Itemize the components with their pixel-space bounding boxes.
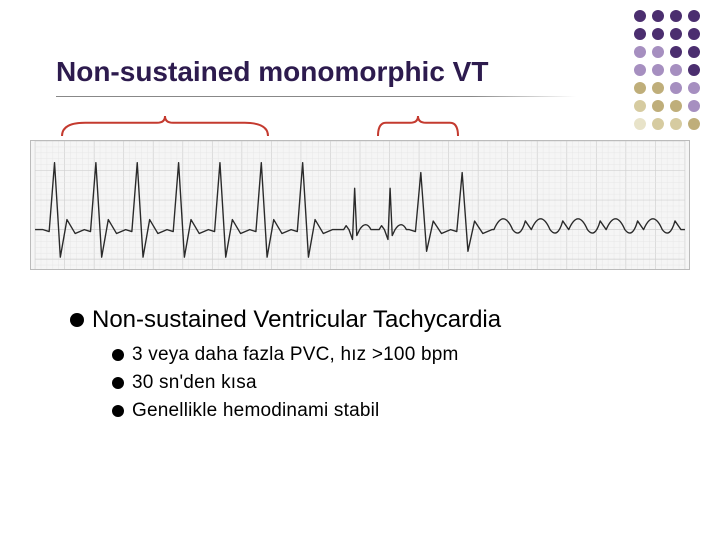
sub-bullet: Genellikle hemodinami stabil [112,400,459,422]
slide-title: Non-sustained monomorphic VT [56,56,488,88]
sub-bullet: 3 veya daha fazla PVC, hız >100 bpm [112,344,459,366]
dot-icon [688,118,700,130]
dot-icon [652,46,664,58]
dot-icon [634,64,646,76]
bracket-annotation-2 [376,114,460,140]
sub-bullet-list: 3 veya daha fazla PVC, hız >100 bpm 30 sn… [112,344,459,428]
sub-bullet-label: Genellikle hemodinami stabil [132,400,379,422]
dot-icon [652,10,664,22]
dot-icon [652,118,664,130]
bracket-annotation-1 [60,114,270,140]
dot-icon [652,28,664,40]
dot-icon [688,82,700,94]
decorative-dot-grid [634,10,702,132]
dot-icon [670,100,682,112]
bullet-icon [112,349,124,361]
sub-bullet-label: 3 veya daha fazla PVC, hız >100 bpm [132,344,459,366]
dot-icon [634,100,646,112]
dot-icon [670,64,682,76]
dot-icon [688,28,700,40]
title-underline [56,96,576,97]
dot-icon [634,28,646,40]
dot-icon [670,10,682,22]
sub-bullet: 30 sn'den kısa [112,372,459,394]
dot-icon [634,82,646,94]
dot-icon [670,118,682,130]
dot-icon [688,64,700,76]
dot-icon [634,10,646,22]
dot-icon [688,46,700,58]
ecg-strip [30,140,690,270]
main-bullet: Non-sustained Ventricular Tachycardia [70,306,501,334]
bullet-icon [112,405,124,417]
dot-icon [634,118,646,130]
dot-icon [688,10,700,22]
dot-icon [688,100,700,112]
dot-icon [670,28,682,40]
ecg-trace [31,141,689,269]
main-bullet-label: Non-sustained Ventricular Tachycardia [92,306,501,334]
dot-icon [670,82,682,94]
dot-icon [634,46,646,58]
sub-bullet-label: 30 sn'den kısa [132,372,257,394]
dot-icon [652,82,664,94]
dot-icon [670,46,682,58]
dot-icon [652,64,664,76]
bullet-icon [70,313,84,327]
bullet-icon [112,377,124,389]
dot-icon [652,100,664,112]
